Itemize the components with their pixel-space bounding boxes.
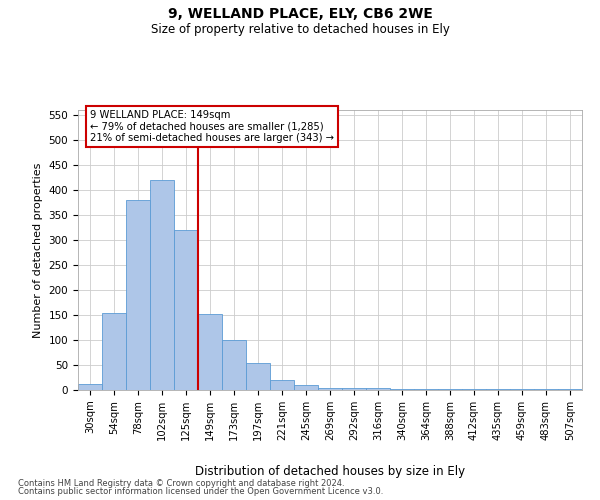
Bar — [366, 388, 390, 390]
Text: 9, WELLAND PLACE, ELY, CB6 2WE: 9, WELLAND PLACE, ELY, CB6 2WE — [167, 8, 433, 22]
Bar — [486, 388, 510, 390]
Bar — [558, 389, 582, 390]
Text: 9 WELLAND PLACE: 149sqm
← 79% of detached houses are smaller (1,285)
21% of semi: 9 WELLAND PLACE: 149sqm ← 79% of detache… — [90, 110, 334, 143]
Bar — [174, 230, 198, 390]
Bar — [510, 389, 534, 390]
Bar — [102, 312, 126, 390]
Text: Contains public sector information licensed under the Open Government Licence v3: Contains public sector information licen… — [18, 487, 383, 496]
Bar — [78, 384, 102, 390]
Text: Size of property relative to detached houses in Ely: Size of property relative to detached ho… — [151, 22, 449, 36]
Bar — [222, 340, 246, 390]
Bar — [342, 388, 366, 390]
Bar — [462, 389, 486, 390]
Bar — [294, 385, 318, 390]
Bar — [198, 314, 222, 390]
Bar — [150, 180, 174, 390]
Bar — [126, 200, 150, 390]
Bar — [270, 380, 294, 390]
Bar — [318, 388, 342, 390]
Bar — [414, 389, 438, 390]
Bar — [534, 388, 558, 390]
Bar — [246, 362, 270, 390]
Text: Distribution of detached houses by size in Ely: Distribution of detached houses by size … — [195, 464, 465, 477]
Bar — [390, 388, 414, 390]
Bar — [438, 388, 462, 390]
Text: Contains HM Land Registry data © Crown copyright and database right 2024.: Contains HM Land Registry data © Crown c… — [18, 478, 344, 488]
Y-axis label: Number of detached properties: Number of detached properties — [33, 162, 43, 338]
